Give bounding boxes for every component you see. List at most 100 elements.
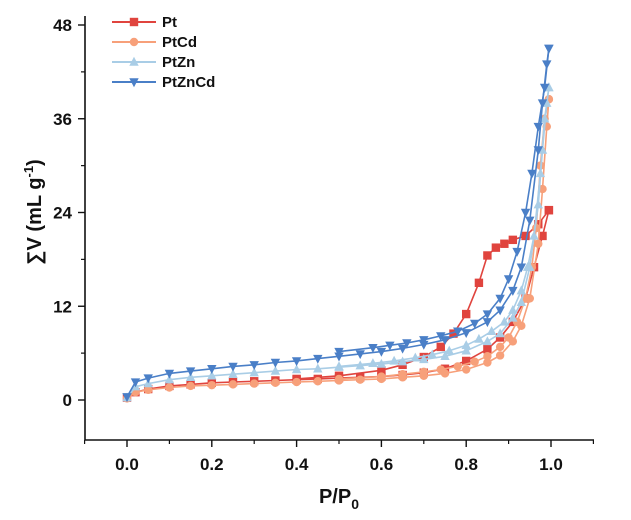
series-ptzn-point <box>389 355 399 365</box>
legend-marker <box>129 17 139 27</box>
series-ptzncd-point <box>516 263 527 273</box>
series-ptcd-point <box>483 358 492 367</box>
series-ptzncd-point <box>313 354 323 364</box>
series-ptzncd-point <box>419 340 429 350</box>
series-ptzn-point <box>164 374 175 384</box>
series-ptzn-point <box>410 352 421 362</box>
legend: Pt PtCd PtZn PtZnCd <box>112 14 215 91</box>
series-ptzncd-desorption-line <box>338 48 550 353</box>
series-ptzncd-point <box>508 286 518 296</box>
series-ptzn-point <box>461 345 471 355</box>
y-tick-label: 48 <box>53 16 72 35</box>
series-ptzncd-point <box>270 358 281 368</box>
series-ptzn-point <box>508 304 518 314</box>
series-ptzn-point <box>419 354 429 364</box>
series-ptzn-point <box>495 328 505 338</box>
series-ptzncd-point <box>482 318 493 328</box>
series-ptzn-point <box>522 261 533 271</box>
y-tick-label: 36 <box>53 110 72 129</box>
legend-marker <box>129 56 139 66</box>
series-ptcd-point <box>144 385 153 395</box>
series-pt-point <box>483 251 492 260</box>
x-ticks: 0.0 0.2 0.4 0.6 0.8 1.0 <box>83 440 595 474</box>
series-ptzncd-point <box>544 44 554 54</box>
series-ptzncd-point <box>143 374 153 384</box>
series-ptzn-point <box>499 316 510 326</box>
series-ptzncd-point <box>376 347 387 357</box>
series-ptzncd-point <box>249 361 259 371</box>
series-pt-desorption-line <box>296 209 550 380</box>
legend-label: PtCd <box>162 34 197 51</box>
series-pt-point <box>508 317 518 327</box>
series-ptcd-point <box>207 380 216 390</box>
series-pt-point <box>462 356 471 366</box>
series-ptcd-point <box>462 365 471 374</box>
y-tick-label: 24 <box>53 204 72 223</box>
series-ptzn-point <box>533 199 543 209</box>
legend-label: PtZnCd <box>162 74 215 91</box>
series-ptcd-point <box>398 370 407 379</box>
y-tick-label: 12 <box>53 297 72 316</box>
series-ptzncd-point <box>207 365 217 374</box>
series-ptzn-point <box>427 349 437 359</box>
series-pt-point <box>534 220 543 229</box>
legend-item-ptzncd: PtZnCd <box>112 74 215 91</box>
x-tick-label: 0.2 <box>200 455 224 474</box>
series-ptzn-point <box>444 345 454 355</box>
series-ptcd-point <box>334 374 344 384</box>
series-ptzncd-point <box>495 294 505 304</box>
series-pt <box>122 205 554 402</box>
series-ptcd-point <box>271 378 280 388</box>
series-ptzncd-point <box>419 336 429 346</box>
series-ptzncd-point <box>482 310 493 320</box>
series-ptcd-point <box>470 357 479 366</box>
series-ptzncd-point <box>334 352 344 362</box>
series-ptzncd-point <box>520 208 531 218</box>
series-ptcd-point <box>504 333 513 342</box>
y-axis-title-superscript: -1 <box>21 166 36 178</box>
series-ptzncd-point <box>368 343 378 353</box>
series-ptzncd-point <box>228 362 238 372</box>
series-ptcd-point <box>453 362 462 371</box>
series-ptcd-point <box>419 367 428 377</box>
legend-label: Pt <box>162 14 177 31</box>
series-ptzncd-point <box>130 378 141 388</box>
series-ptzn-point <box>529 230 539 240</box>
series-ptzn-point <box>270 365 281 375</box>
legend-marker <box>129 78 139 88</box>
series-ptzn-point <box>440 351 450 360</box>
series-ptzn-point <box>291 364 302 374</box>
x-tick-label: 0.4 <box>285 455 309 474</box>
series-ptzncd-point <box>533 122 543 132</box>
series-pt-point <box>508 235 518 245</box>
series-ptzncd-point <box>122 393 132 403</box>
series-pt-point <box>474 278 484 288</box>
legend-item-ptzn: PtZn <box>112 54 195 71</box>
x-tick-label: 0.6 <box>370 455 394 474</box>
series-pt-point <box>500 239 509 248</box>
plot-series <box>122 44 554 403</box>
series-ptcd-point <box>495 351 505 360</box>
series-pt-point <box>436 342 445 352</box>
series-ptzn-point <box>508 312 518 322</box>
series-ptcd-point <box>483 352 492 361</box>
y-axis-title: ∑V (mL g-1) <box>21 159 46 264</box>
series-ptcd-point <box>313 377 322 386</box>
series-ptzn-point <box>482 336 493 346</box>
series-ptzn <box>122 82 554 402</box>
series-pt-point <box>483 345 492 354</box>
series-ptzncd-point <box>402 339 412 349</box>
series-ptzncd-point <box>334 347 344 357</box>
series-ptzncd-point <box>527 169 537 179</box>
series-ptzncd-point <box>355 350 365 360</box>
series-ptzn-point <box>397 356 408 366</box>
series-ptzncd-point <box>291 357 302 367</box>
series-ptcd-point <box>165 383 174 392</box>
series-ptzn-point <box>516 285 527 295</box>
series-ptzncd-point <box>436 332 446 342</box>
series-ptzncd-point <box>440 336 450 346</box>
series-ptzncd-point <box>385 341 395 351</box>
series-ptzn-point <box>474 333 484 343</box>
series-ptzncd-point <box>525 216 535 226</box>
